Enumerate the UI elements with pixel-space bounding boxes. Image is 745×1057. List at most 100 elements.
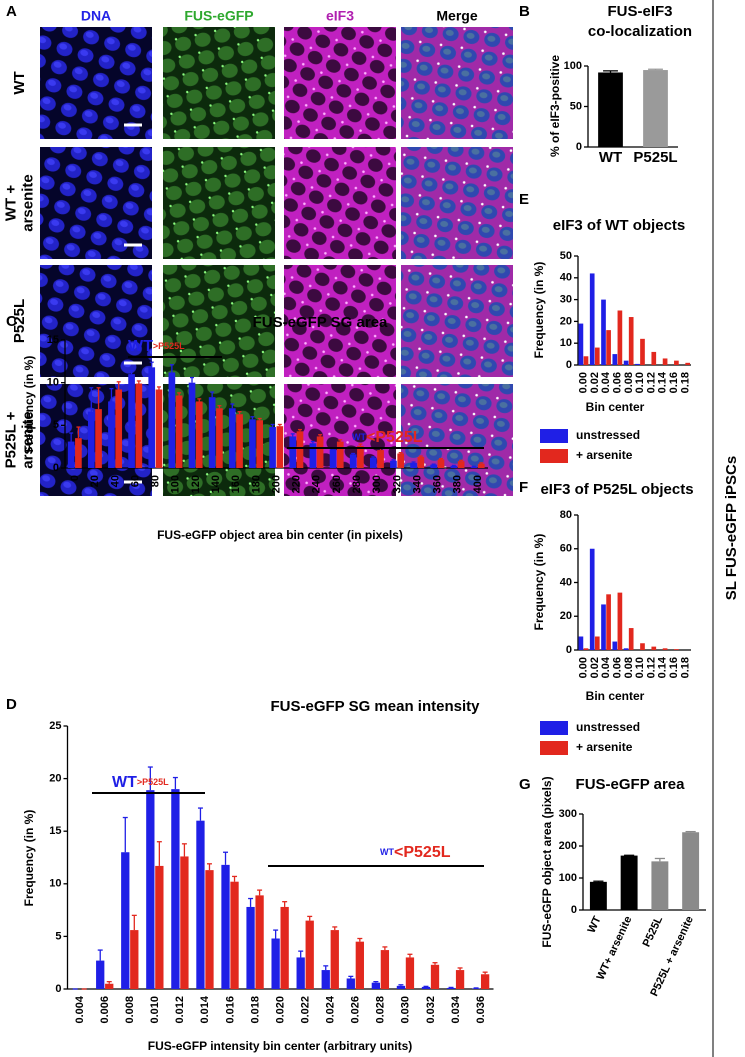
condition-label: P525L [11,299,28,343]
bar [255,895,264,989]
x-tick-label: 0.18 [679,372,691,393]
bar [471,988,481,989]
bar [623,360,629,365]
bar [606,330,611,365]
bar [171,789,180,989]
x-tick-label: 0.018 [249,996,261,1024]
bar [256,420,264,468]
bar [67,441,75,468]
bar [446,987,456,989]
bar [628,628,634,650]
y-tick-label: 20 [49,773,61,785]
y-tick-label: 300 [559,808,577,820]
bar [601,299,606,365]
micrograph [40,27,152,139]
bar [128,374,135,468]
bar [188,382,196,468]
bar [589,881,607,910]
x-tick-label: 0.04 [600,371,612,393]
bar [289,436,297,468]
x-tick-label: WT [586,914,604,935]
bar [620,855,638,910]
bar [628,317,634,365]
x-tick-label: 0.010 [149,996,161,1024]
bar [155,389,163,468]
bar [589,273,595,365]
x-tick-label: 0.004 [74,995,86,1023]
x-tick-label: 200 [270,475,282,493]
bar [583,648,589,650]
channel-label: Merge [436,8,477,24]
x-tick-label: 0.16 [668,657,680,678]
annotation: WT<P525L [380,844,451,861]
channel-label: DNA [81,8,111,24]
condition-label: arsenite [19,411,36,469]
x-tick-label: 0.12 [645,657,657,678]
y-tick-label: 100 [559,872,577,884]
x-tick-label: 20 [89,475,101,487]
y-tick-label: 40 [560,272,572,284]
x-tick-label: 0.02 [589,372,601,393]
chart-title: FUS-eGFP SG area [253,314,388,331]
x-tick-label: 0.012 [174,996,186,1024]
x-tick-label: 0.10 [634,657,646,678]
y-axis-label: Frequency (in %) [22,356,36,453]
bar [75,438,82,468]
chart-title: eIF3 of P525L objects [540,481,693,498]
bar [95,409,102,468]
bar [685,362,691,365]
bar [380,950,390,989]
bar [455,970,465,989]
x-tick-label: P525L [641,914,666,949]
y-axis-label: Frequency (in %) [532,534,546,631]
bar [96,960,105,989]
y-tick-label: 10 [560,337,572,349]
bar [105,983,114,989]
bar [336,441,344,468]
bar [589,548,595,650]
panel-letter: F [519,479,528,496]
bar [480,974,490,989]
x-tick-label: 100 [170,475,182,493]
condition-label: arsenite [19,174,36,232]
bar [276,426,284,468]
y-tick-label: 10 [47,377,59,389]
micrograph [284,27,396,139]
bar [115,389,123,468]
panel-letter: C [6,313,17,330]
x-tick-label: 120 [190,475,202,493]
bar [651,351,657,365]
channel-label: eIF3 [326,8,354,24]
panel-letter: E [519,191,529,208]
legend-swatch [540,429,568,443]
x-tick-label: 0.06 [611,372,623,393]
x-tick-label: 360 [432,475,444,493]
x-tick-label: 0.00 [578,657,590,678]
bar [594,636,600,650]
condition-label: P525L + [2,411,19,468]
y-tick-label: 100 [564,60,582,72]
y-tick-label: 15 [47,334,59,346]
annotation-part: WT [112,774,137,791]
annotation-part: WT [380,847,394,857]
annotation-part: <P525L [394,844,451,861]
x-tick-label: 0.16 [668,372,680,393]
bar [296,957,305,989]
micrograph [163,265,275,377]
bar [612,641,618,650]
bar [330,930,339,989]
x-tick-label: 0.008 [124,996,136,1024]
x-tick-label: 380 [452,475,464,493]
panel-letter: D [6,696,17,713]
x-tick-label: 0.026 [350,996,362,1024]
x-tick-label: 0.030 [400,996,412,1024]
bar [236,414,243,468]
bar [208,397,216,468]
micrograph [401,27,513,139]
x-tick-label: P525L [633,149,677,166]
x-tick-label: 0.02 [589,657,601,678]
bar [349,454,357,468]
micrograph [401,147,513,259]
micrograph [284,265,396,377]
y-axis-label: % of eIF3-positive [548,55,562,157]
